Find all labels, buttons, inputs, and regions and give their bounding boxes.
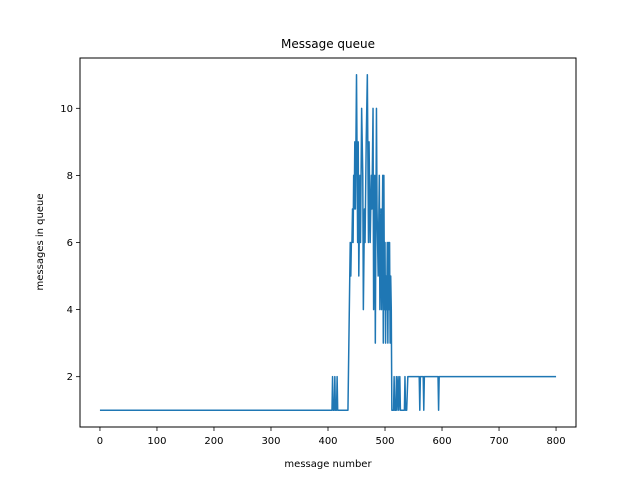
y-tick-label: 6 <box>67 238 73 249</box>
x-tick-label: 600 <box>432 436 451 447</box>
x-tick-label: 300 <box>261 436 280 447</box>
x-tick-label: 800 <box>546 436 565 447</box>
chart-title: Message queue <box>281 37 375 51</box>
x-tick-label: 200 <box>204 436 223 447</box>
y-axis: 2 4 6 8 10 <box>60 104 80 383</box>
y-axis-label: messages in queue <box>35 194 46 291</box>
x-tick-label: 100 <box>147 436 166 447</box>
x-axis-label: message number <box>284 459 372 470</box>
y-tick-label: 4 <box>67 305 73 316</box>
y-tick-label: 10 <box>60 104 73 115</box>
x-tick-label: 700 <box>489 436 508 447</box>
series-line-0 <box>99 74 557 411</box>
plot-area <box>99 74 557 411</box>
y-tick-label: 2 <box>67 372 73 383</box>
x-tick-label: 0 <box>97 436 103 447</box>
x-tick-label: 500 <box>375 436 394 447</box>
x-axis: 0 100 200 300 400 500 600 700 800 <box>97 427 566 447</box>
y-tick-label: 8 <box>67 171 73 182</box>
x-tick-label: 400 <box>318 436 337 447</box>
